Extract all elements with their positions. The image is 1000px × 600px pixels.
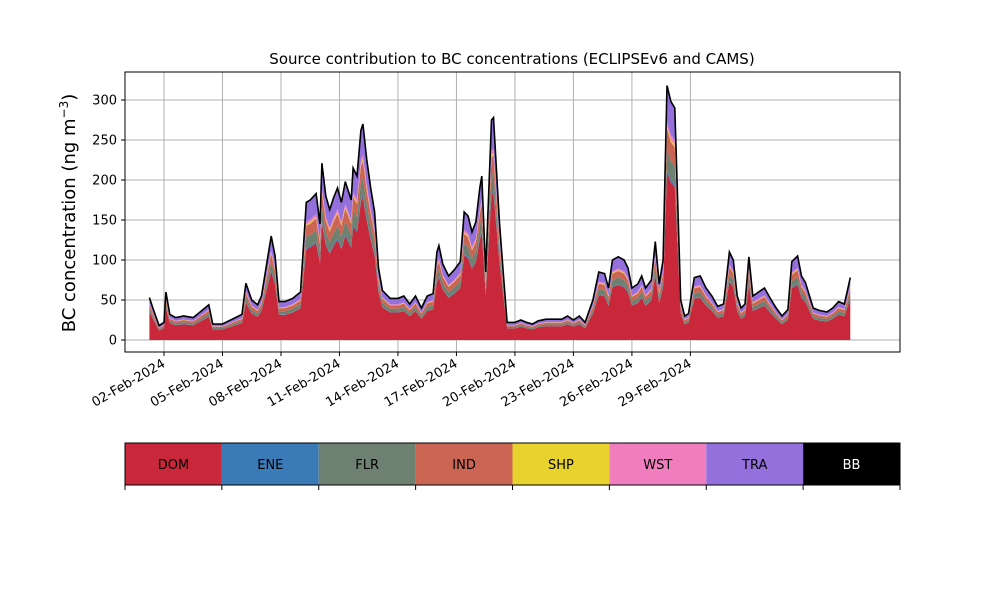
plot-frame bbox=[124, 71, 901, 353]
y-axis: 0 50 100 150 200 250 300 bbox=[92, 94, 125, 349]
y-tick-label: 250 bbox=[92, 134, 117, 149]
legend-label-tra: TRA bbox=[741, 458, 767, 473]
legend-swatch-shp bbox=[512, 443, 610, 485]
x-axis: 02-Feb-202405-Feb-202408-Feb-202411-Feb-… bbox=[89, 352, 694, 410]
stacked-areas bbox=[149, 85, 851, 340]
y-tick-label: 100 bbox=[92, 254, 117, 269]
area-dom bbox=[149, 172, 851, 340]
legend-swatch-flr bbox=[318, 443, 416, 485]
y-tick-label: 50 bbox=[100, 294, 117, 309]
y-tick-label: 200 bbox=[92, 174, 117, 189]
total-line bbox=[148, 85, 852, 327]
y-tick-label: 300 bbox=[92, 94, 117, 109]
legend-label-bb: BB bbox=[843, 458, 861, 473]
y-axis-label: BC concentration (ng m−3) bbox=[57, 94, 80, 333]
legend-label-wst: WST bbox=[643, 458, 672, 473]
legend-frame bbox=[124, 442, 901, 486]
grid bbox=[125, 72, 900, 352]
legend-swatch-wst bbox=[609, 443, 707, 485]
y-tick-label: 150 bbox=[92, 214, 117, 229]
legend-colorbar: DOM ENE FLR IND SHP WST TRA BB bbox=[124, 442, 901, 490]
legend-swatch-ind bbox=[415, 443, 513, 485]
legend-swatch-ene bbox=[221, 443, 319, 485]
legend-swatch-tra bbox=[706, 443, 804, 485]
legend-label-ene: ENE bbox=[257, 458, 283, 473]
legend-swatch-dom bbox=[125, 443, 222, 485]
legend-label-dom: DOM bbox=[158, 458, 189, 473]
legend-label-ind: IND bbox=[452, 458, 476, 473]
legend-swatch-bb bbox=[803, 443, 900, 485]
legend-label-flr: FLR bbox=[355, 458, 379, 473]
legend-label-shp: SHP bbox=[548, 458, 574, 473]
area-tra bbox=[149, 85, 851, 328]
total-line-group bbox=[148, 85, 852, 327]
chart-title: Source contribution to BC concentrations… bbox=[269, 50, 754, 68]
y-tick-label: 0 bbox=[109, 334, 117, 349]
